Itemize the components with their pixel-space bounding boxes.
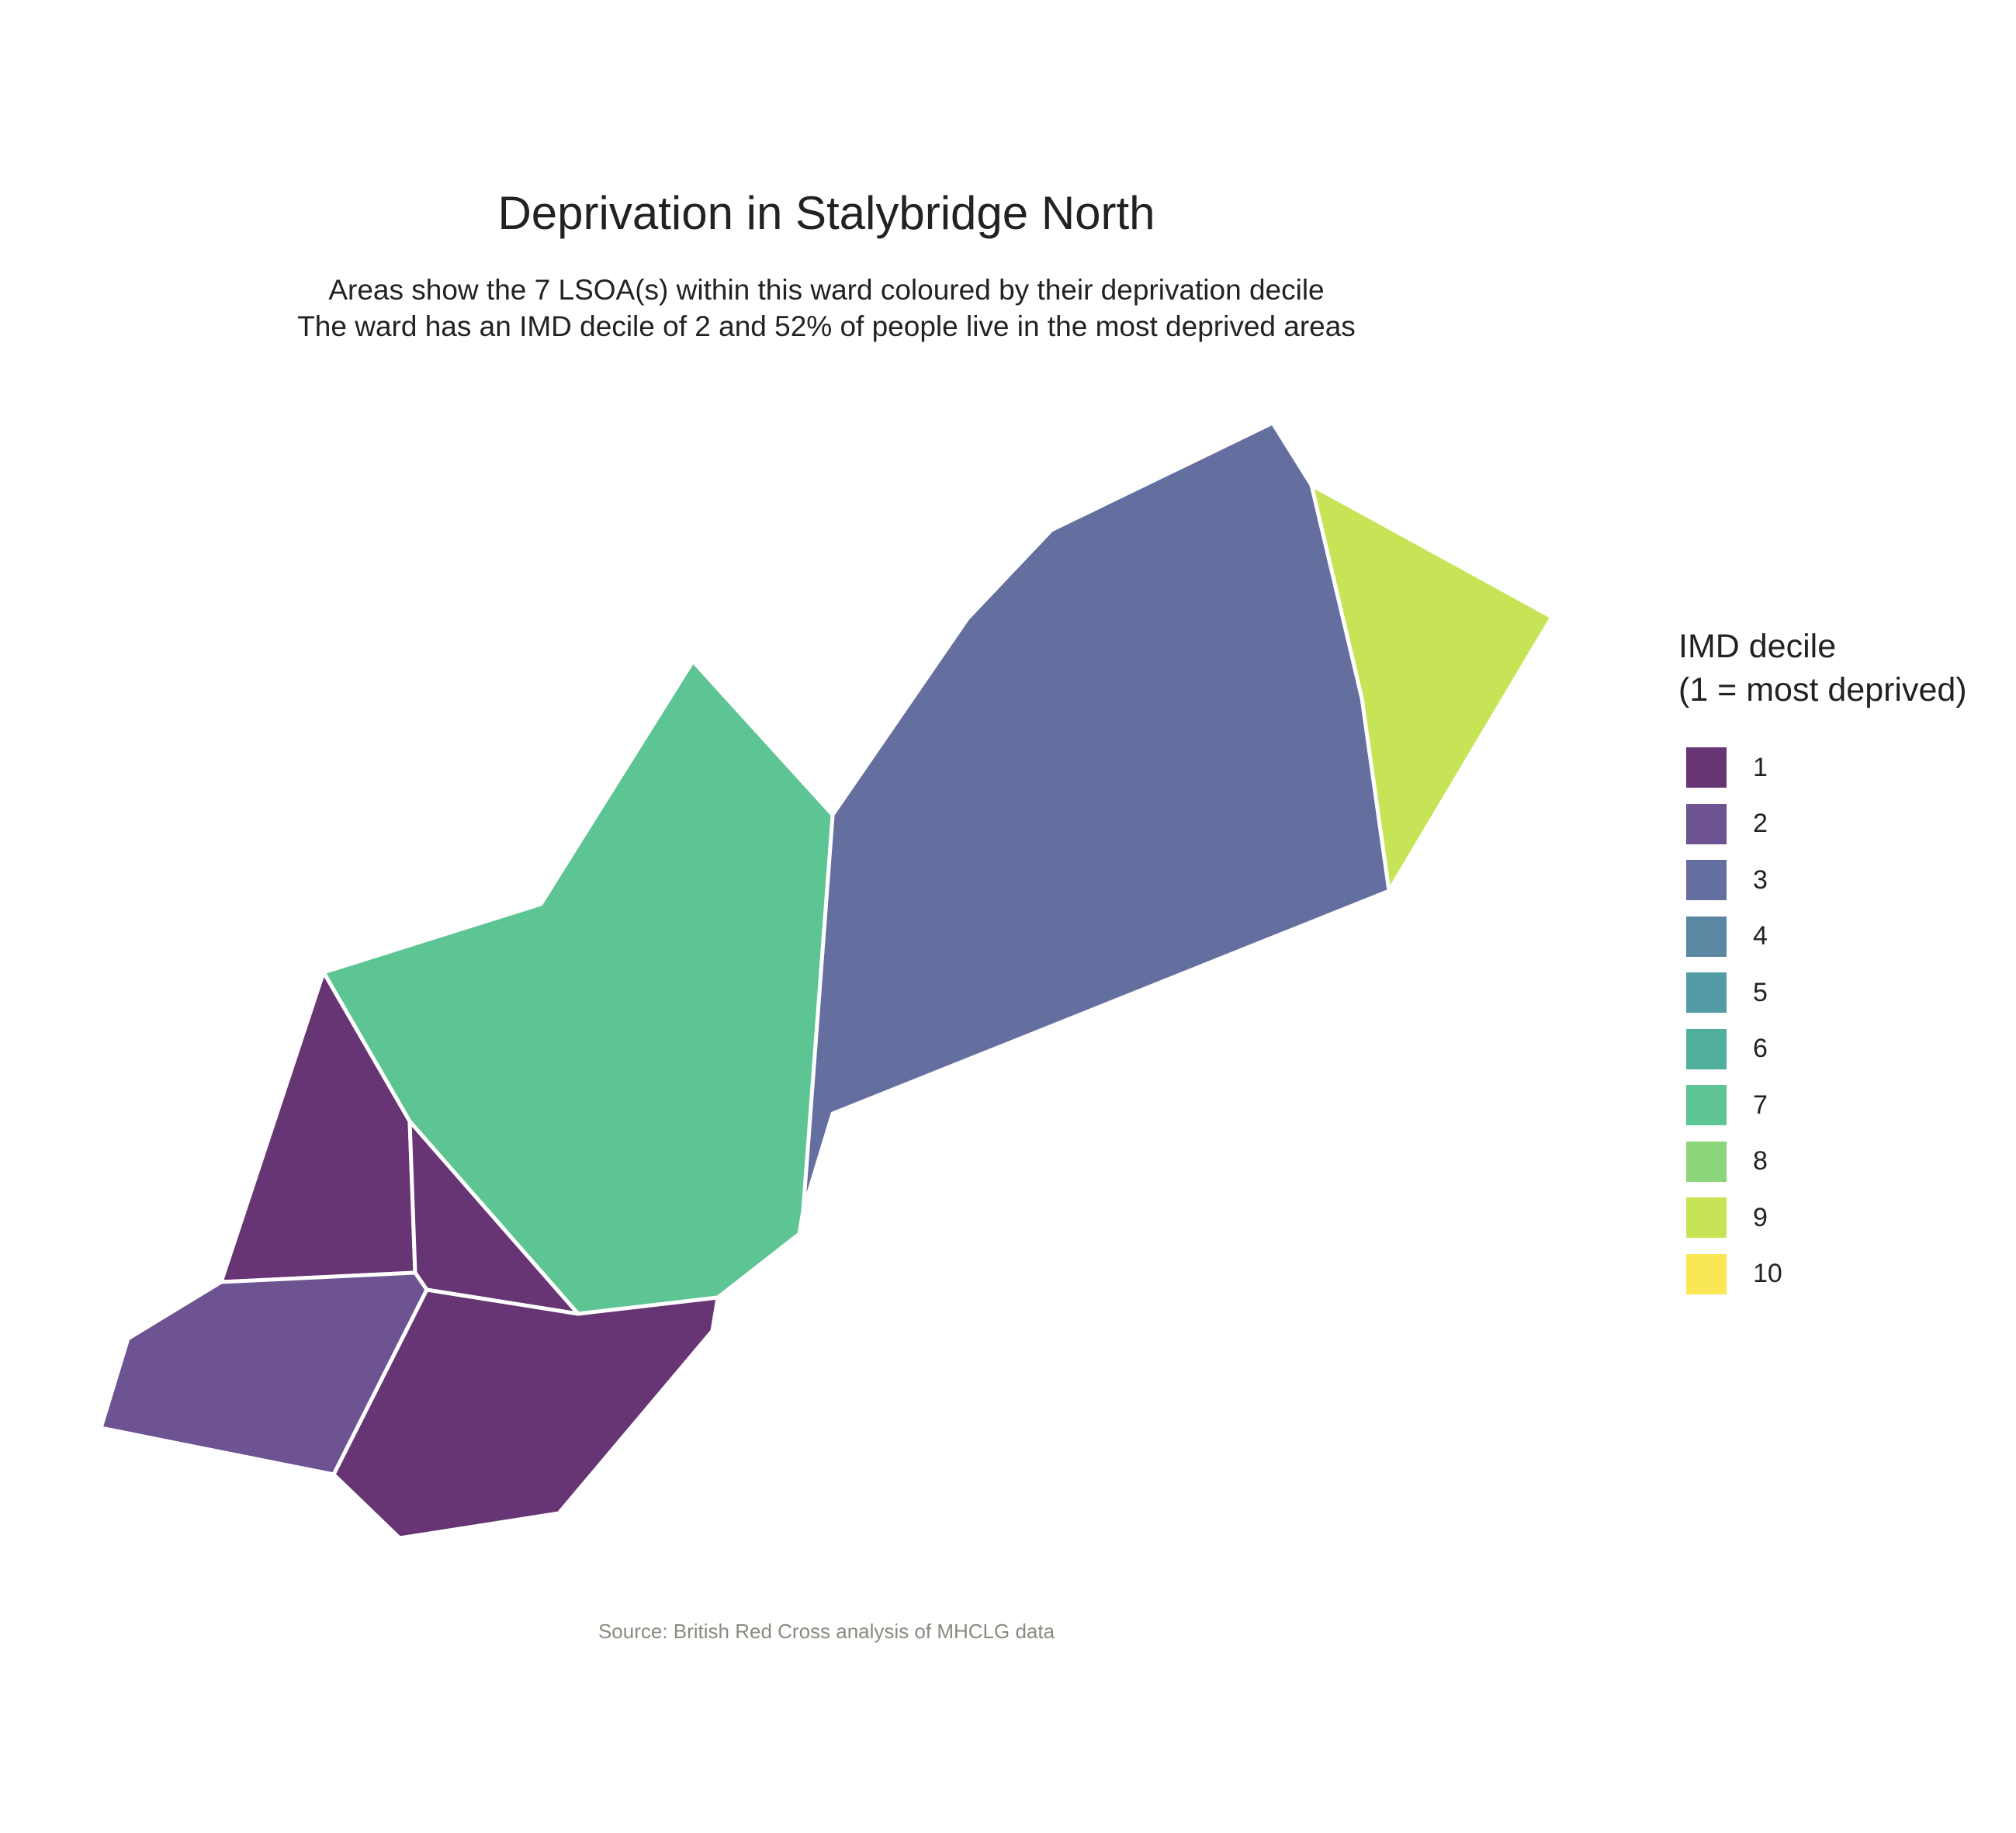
- legend-item-6: 6: [1678, 1021, 1967, 1078]
- legend-swatch: [1686, 916, 1727, 957]
- legend-label: 1: [1753, 752, 1768, 782]
- legend-swatch: [1686, 972, 1727, 1014]
- legend-swatch: [1686, 803, 1727, 844]
- legend-swatch: [1686, 747, 1727, 788]
- legend-label: 8: [1753, 1146, 1768, 1176]
- legend-item-4: 4: [1678, 909, 1967, 965]
- map-subtitle-line-1: Areas show the 7 LSOA(s) within this war…: [328, 274, 1325, 306]
- lsoa-south: [331, 1287, 720, 1540]
- lsoa-north-central: [801, 421, 1391, 1213]
- source-note: Source: British Red Cross analysis of MH…: [598, 1620, 1055, 1643]
- legend-swatch: [1686, 1197, 1727, 1239]
- legend-item-2: 2: [1678, 796, 1967, 853]
- legend-title-line-2: (1 = most deprived): [1678, 671, 1967, 709]
- legend-swatch: [1686, 1028, 1727, 1069]
- legend-item-8: 8: [1678, 1134, 1967, 1190]
- legend-label: 7: [1753, 1090, 1768, 1120]
- legend-item-7: 7: [1678, 1077, 1967, 1134]
- legend-title: IMD decile (1 = most deprived): [1678, 625, 1967, 712]
- legend-label: 6: [1753, 1034, 1768, 1064]
- legend-label: 5: [1753, 977, 1768, 1007]
- legend-item-3: 3: [1678, 852, 1967, 909]
- legend-items: 1 2 3 4 5 6 7 8 9 10: [1678, 740, 1967, 1302]
- legend-label: 9: [1753, 1202, 1768, 1232]
- legend-label: 3: [1753, 865, 1768, 895]
- legend-swatch: [1686, 1141, 1727, 1182]
- legend: IMD decile (1 = most deprived) 1 2 3 4 5 6 7 8 9…: [1678, 625, 1967, 1302]
- legend-swatch: [1686, 1085, 1727, 1126]
- map-title: Deprivation in Stalybridge North: [497, 187, 1155, 239]
- legend-item-9: 9: [1678, 1190, 1967, 1246]
- legend-label: 2: [1753, 809, 1768, 839]
- legend-swatch: [1686, 860, 1727, 901]
- legend-item-1: 1: [1678, 740, 1967, 796]
- legend-item-5: 5: [1678, 965, 1967, 1021]
- legend-item-10: 10: [1678, 1246, 1967, 1303]
- map-subtitle-line-2: The ward has an IMD decile of 2 and 52% …: [297, 310, 1356, 342]
- legend-swatch: [1686, 1253, 1727, 1294]
- legend-label: 10: [1753, 1259, 1782, 1289]
- legend-label: 4: [1753, 921, 1768, 951]
- legend-title-line-1: IMD decile: [1678, 628, 1837, 665]
